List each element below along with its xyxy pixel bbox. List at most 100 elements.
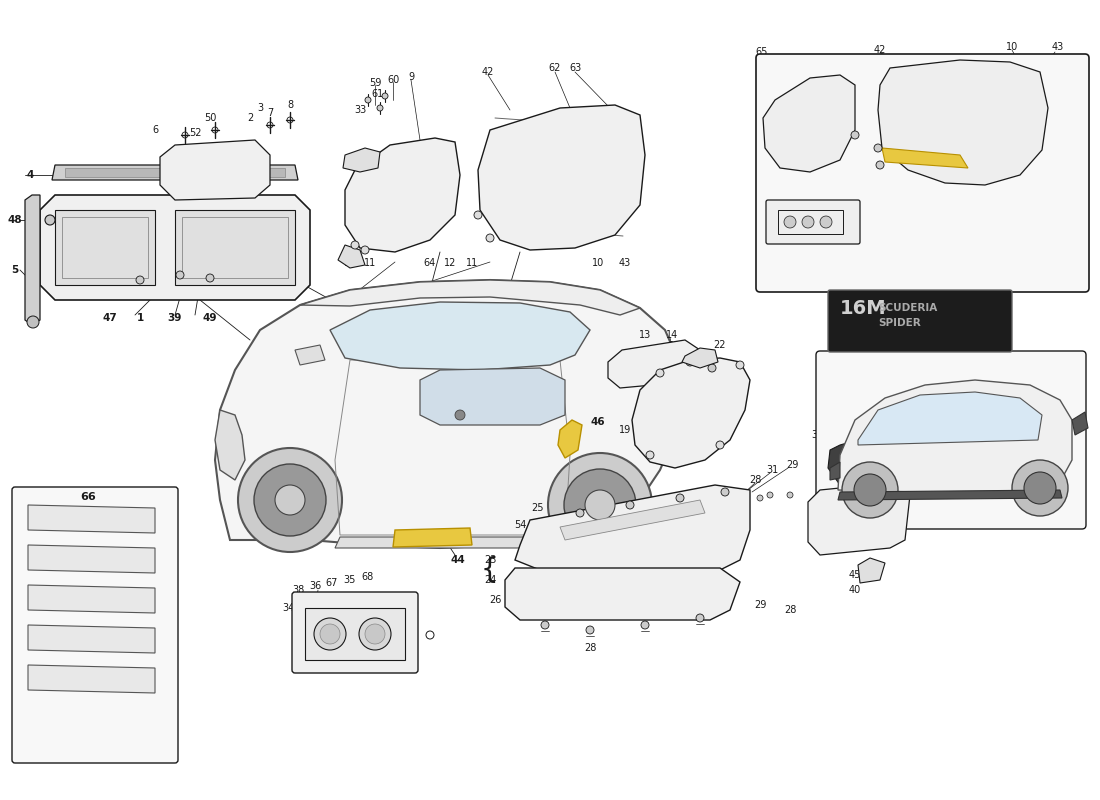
Text: 23: 23 (484, 555, 496, 565)
Text: 7: 7 (267, 108, 273, 118)
Text: 66: 66 (80, 492, 96, 502)
Circle shape (45, 215, 55, 225)
Polygon shape (28, 505, 155, 533)
Text: 57: 57 (574, 475, 586, 485)
Circle shape (876, 161, 884, 169)
Polygon shape (808, 482, 910, 555)
Circle shape (786, 492, 793, 498)
FancyBboxPatch shape (292, 592, 418, 673)
Circle shape (854, 474, 886, 506)
Text: 9: 9 (769, 190, 776, 200)
Text: 12: 12 (443, 258, 456, 268)
Text: 39: 39 (168, 313, 183, 323)
FancyBboxPatch shape (12, 487, 178, 763)
Text: 60: 60 (387, 75, 399, 85)
Text: 6: 6 (152, 125, 158, 135)
Text: 34: 34 (282, 603, 294, 613)
Polygon shape (560, 500, 705, 540)
Text: 22: 22 (714, 340, 726, 350)
Polygon shape (160, 140, 270, 200)
Text: 43: 43 (1052, 42, 1064, 52)
Polygon shape (52, 165, 298, 180)
Text: 10: 10 (1005, 42, 1019, 52)
Circle shape (586, 626, 594, 634)
Circle shape (626, 501, 634, 509)
Polygon shape (28, 665, 155, 693)
Text: 27: 27 (912, 458, 924, 468)
Circle shape (716, 441, 724, 449)
Circle shape (784, 216, 796, 228)
Text: 3: 3 (257, 103, 263, 113)
Polygon shape (838, 490, 1062, 500)
Text: 14: 14 (666, 330, 678, 340)
Polygon shape (345, 138, 460, 252)
Text: 51: 51 (524, 550, 536, 560)
Text: 16M: 16M (840, 298, 887, 318)
Text: 49: 49 (202, 313, 218, 323)
Polygon shape (295, 345, 324, 365)
Circle shape (820, 216, 832, 228)
Circle shape (736, 361, 744, 369)
Bar (305, 608, 405, 660)
FancyBboxPatch shape (828, 290, 1012, 352)
Circle shape (136, 276, 144, 284)
Text: 35: 35 (344, 575, 356, 585)
Polygon shape (882, 148, 968, 168)
Circle shape (254, 464, 326, 536)
Text: 12: 12 (842, 190, 855, 200)
Text: 59: 59 (368, 78, 382, 88)
Text: a passion for parts since 1985: a passion for parts since 1985 (234, 416, 625, 564)
Text: 56: 56 (562, 493, 574, 503)
Text: 24: 24 (484, 575, 496, 585)
Text: 13: 13 (639, 330, 651, 340)
Text: 54: 54 (514, 520, 526, 530)
Circle shape (176, 271, 184, 279)
Polygon shape (515, 485, 750, 570)
Circle shape (656, 369, 664, 377)
Circle shape (474, 211, 482, 219)
Circle shape (377, 105, 383, 111)
Text: {: { (481, 556, 498, 584)
Text: 8: 8 (287, 100, 293, 110)
Circle shape (382, 93, 388, 99)
Text: 29: 29 (754, 600, 767, 610)
Text: 41: 41 (649, 445, 661, 455)
Circle shape (720, 488, 729, 496)
Circle shape (351, 241, 359, 249)
Bar (175, 210, 295, 285)
Text: 19: 19 (619, 425, 631, 435)
Polygon shape (338, 245, 365, 268)
Text: 46: 46 (591, 417, 605, 427)
Polygon shape (300, 280, 640, 315)
Text: 27: 27 (912, 505, 924, 515)
Text: 55: 55 (547, 497, 559, 507)
Text: }: } (900, 474, 920, 502)
Circle shape (802, 216, 814, 228)
Circle shape (455, 410, 465, 420)
Circle shape (238, 448, 342, 552)
Text: 43: 43 (619, 258, 631, 268)
Polygon shape (1072, 412, 1088, 435)
Circle shape (314, 618, 346, 650)
Text: 20: 20 (662, 375, 674, 385)
Bar (182, 217, 288, 278)
Text: 4: 4 (26, 170, 34, 180)
Circle shape (576, 509, 584, 517)
Text: 11: 11 (862, 190, 874, 200)
Text: 32: 32 (812, 430, 824, 440)
Circle shape (365, 97, 371, 103)
Polygon shape (478, 105, 645, 250)
Circle shape (548, 453, 652, 557)
Text: 28: 28 (784, 605, 796, 615)
Polygon shape (40, 195, 310, 300)
Bar (65, 168, 285, 177)
Text: 31: 31 (766, 465, 778, 475)
Text: 26: 26 (488, 595, 502, 605)
Text: 25: 25 (531, 503, 544, 513)
Polygon shape (608, 340, 700, 388)
Circle shape (686, 358, 694, 366)
Bar (62, 217, 149, 278)
Polygon shape (558, 420, 582, 458)
Text: 65: 65 (756, 47, 768, 57)
Text: 21: 21 (634, 435, 646, 445)
